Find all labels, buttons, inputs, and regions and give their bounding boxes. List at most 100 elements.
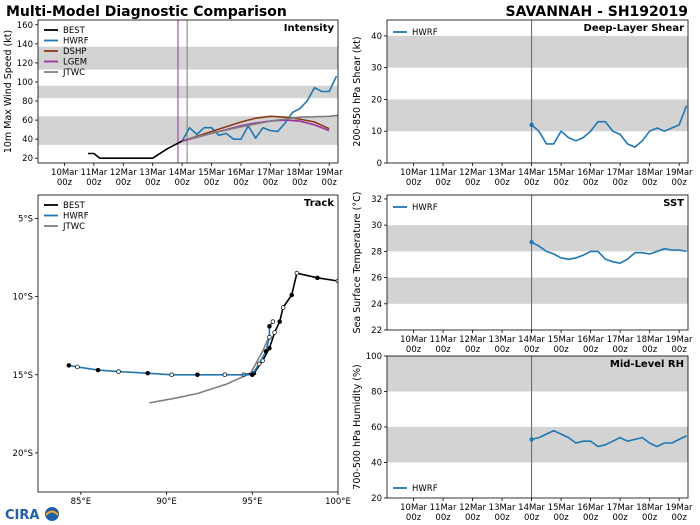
cira-logo-arc — [45, 510, 59, 516]
shear-ytick-label: 0 — [377, 159, 382, 169]
sst-xtick-label-date: 19Mar — [666, 335, 693, 345]
intensity-ytick-label: 40 — [22, 135, 33, 145]
track-marker-hwrf — [270, 319, 276, 324]
intensity-ytick-label: 140 — [17, 40, 33, 50]
sst-xtick-label-hour: 00z — [524, 345, 540, 355]
cira-logo-text: CIRA — [5, 508, 39, 523]
intensity-xtick-label-hour: 00z — [116, 178, 132, 188]
intensity-xtick-label-date: 15Mar — [198, 168, 225, 178]
rh-ytick-label: 80 — [371, 388, 382, 398]
rh-ytick-label: 60 — [371, 423, 382, 433]
intensity-xtick-label-hour: 00z — [263, 178, 279, 188]
sst-title: SST — [663, 198, 684, 209]
track-marker-hwrf — [95, 367, 101, 373]
rh-xtick-label-hour: 00z — [583, 513, 599, 523]
intensity-panel: 2040608010012014016010Mar00z11Mar00z12Ma… — [3, 19, 343, 188]
intensity-xtick-label-date: 12Mar — [110, 168, 137, 178]
rh-xtick-label-date: 15Mar — [548, 503, 575, 513]
sst-xtick-label-hour: 00z — [465, 345, 481, 355]
intensity-band-2 — [38, 46, 338, 70]
rh-initial-point — [529, 437, 534, 442]
sst-series-hwrf — [531, 241, 687, 265]
track-marker-best — [267, 345, 272, 351]
sst-xtick-label-date: 18Mar — [636, 335, 663, 345]
intensity-legend-label-hwrf: HWRF — [63, 37, 89, 47]
shear-xtick-label-hour: 00z — [524, 178, 540, 188]
shear-plot-area — [387, 20, 688, 163]
track-line-hwrf — [68, 321, 274, 376]
rh-xtick-label-hour: 00z — [465, 513, 481, 523]
intensity-xtick-label-hour: 00z — [204, 178, 220, 188]
intensity-series-dshp — [181, 115, 330, 142]
rh-plot-area — [387, 356, 688, 498]
track-marker-best — [272, 330, 277, 335]
track-legend-label-hwrf: HWRF — [63, 212, 89, 222]
sst-ytick-label: 32 — [371, 195, 382, 205]
sst-xtick-label-hour: 00z — [553, 345, 569, 355]
sst-band-0 — [387, 277, 688, 304]
track-marker-best — [289, 292, 294, 298]
intensity-ytick-label: 120 — [17, 59, 33, 69]
shear-frame — [386, 19, 689, 164]
sst-legend-label-hwrf: HWRF — [412, 203, 438, 213]
rh-xtick-label-date: 16Mar — [577, 503, 604, 513]
sst-xtick-label-hour: 00z — [494, 345, 510, 355]
intensity-ylabel: 10m Max Wind Speed (kt) — [3, 30, 14, 153]
rh-legend-label-hwrf: HWRF — [412, 484, 438, 494]
track-marker-hwrf — [195, 372, 200, 378]
shear-xtick-label-date: 10Mar — [400, 168, 427, 178]
sst-xtick-label-hour: 00z — [583, 345, 599, 355]
intensity-title: Intensity — [284, 23, 335, 34]
intensity-xtick-label-date: 17Mar — [257, 168, 284, 178]
intensity-ytick-label: 80 — [22, 97, 33, 107]
shear-xtick-label-date: 15Mar — [548, 168, 575, 178]
rh-xtick-label-date: 12Mar — [459, 503, 486, 513]
shear-xtick-label-hour: 00z — [642, 178, 658, 188]
track-marker-best — [277, 319, 282, 324]
track-marker-hwrf — [263, 349, 269, 354]
rh-xtick-label-date: 18Mar — [636, 503, 663, 513]
intensity-frame — [37, 19, 339, 164]
intensity-plot-area — [38, 20, 338, 163]
track-marker-best — [315, 275, 320, 281]
track-marker-best — [280, 305, 286, 310]
track-title: Track — [304, 198, 334, 209]
track-marker-hwrf — [256, 361, 262, 367]
intensity-ytick-label: 20 — [22, 154, 33, 164]
rh-xtick-label-date: 14Mar — [518, 503, 545, 513]
rh-xtick-label-date: 19Mar — [666, 503, 693, 513]
shear-ytick-label: 10 — [371, 127, 382, 137]
track-marker-hwrf — [267, 334, 272, 340]
cira-logo-globe — [45, 507, 59, 521]
track-marker-hwrf — [66, 363, 72, 368]
sst-initial-point — [529, 239, 534, 245]
intensity-xtick-label-hour: 00z — [292, 178, 308, 188]
rh-xtick-label-hour: 00z — [612, 513, 628, 523]
sst-band-1 — [387, 225, 688, 252]
rh-ylabel: 700-500 hPa Humidity (%) — [352, 364, 363, 489]
intensity-ytick-label: 100 — [17, 78, 33, 88]
sst-ytick-label: 22 — [371, 326, 382, 336]
shear-ytick-label: 40 — [371, 32, 382, 42]
sst-ylabel: Sea Surface Temperature (°C) — [352, 192, 363, 334]
sst-xtick-label-hour: 00z — [435, 345, 451, 355]
shear-xtick-label-hour: 00z — [672, 178, 688, 188]
track-legend-label-best: BEST — [63, 201, 86, 211]
track-xtick-label: 85°E — [71, 497, 91, 507]
track-marker-hwrf — [267, 324, 272, 329]
track-xtick-label: 100°E — [325, 497, 351, 507]
track-plot-area — [66, 270, 338, 404]
intensity-xtick-label-date: 11Mar — [80, 168, 107, 178]
cira-logo: CIRA — [5, 507, 59, 523]
sst-ytick-label: 26 — [371, 274, 382, 284]
track-marker-best — [335, 278, 338, 284]
track-xtick-label: 95°E — [242, 497, 262, 507]
rh-series-hwrf — [531, 429, 687, 448]
shear-initial-point — [529, 122, 534, 128]
rh-band-0 — [387, 427, 688, 463]
shear-band-0 — [387, 99, 688, 132]
intensity-series-best — [88, 140, 183, 159]
sst-xtick-label-date: 13Mar — [489, 335, 516, 345]
track-marker-best — [294, 270, 300, 276]
